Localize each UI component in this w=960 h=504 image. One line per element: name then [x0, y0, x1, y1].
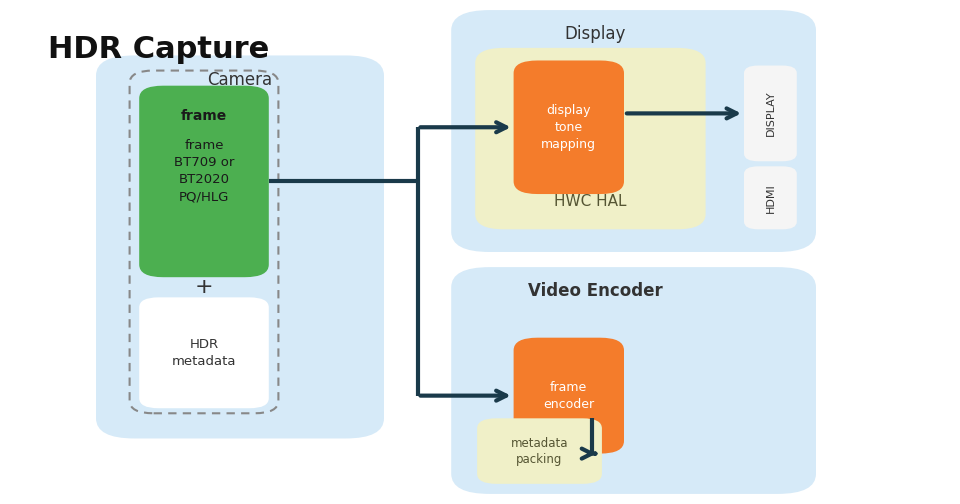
FancyBboxPatch shape	[744, 66, 797, 161]
Text: DISPLAY: DISPLAY	[765, 91, 776, 136]
FancyBboxPatch shape	[475, 48, 706, 229]
FancyBboxPatch shape	[96, 55, 384, 438]
Text: frame: frame	[180, 109, 228, 123]
Text: frame
BT709 or
BT2020
PQ/HLG: frame BT709 or BT2020 PQ/HLG	[174, 140, 234, 203]
Text: Camera: Camera	[207, 71, 273, 89]
Text: HDR Capture: HDR Capture	[48, 35, 269, 65]
FancyBboxPatch shape	[477, 418, 602, 484]
Text: HWC HAL: HWC HAL	[554, 194, 627, 209]
FancyBboxPatch shape	[514, 338, 624, 454]
FancyBboxPatch shape	[451, 267, 816, 494]
Text: HDMI: HDMI	[765, 183, 776, 213]
FancyBboxPatch shape	[514, 60, 624, 194]
FancyBboxPatch shape	[744, 166, 797, 229]
Text: frame
encoder: frame encoder	[543, 381, 594, 411]
Text: Video Encoder: Video Encoder	[528, 282, 662, 300]
FancyBboxPatch shape	[451, 10, 816, 252]
FancyBboxPatch shape	[139, 297, 269, 408]
Text: +: +	[195, 277, 213, 297]
Text: HDR
metadata: HDR metadata	[172, 338, 236, 368]
Text: Display: Display	[564, 25, 626, 43]
Text: display
tone
mapping: display tone mapping	[541, 104, 596, 151]
FancyBboxPatch shape	[139, 86, 269, 277]
Text: metadata
packing: metadata packing	[511, 436, 568, 466]
